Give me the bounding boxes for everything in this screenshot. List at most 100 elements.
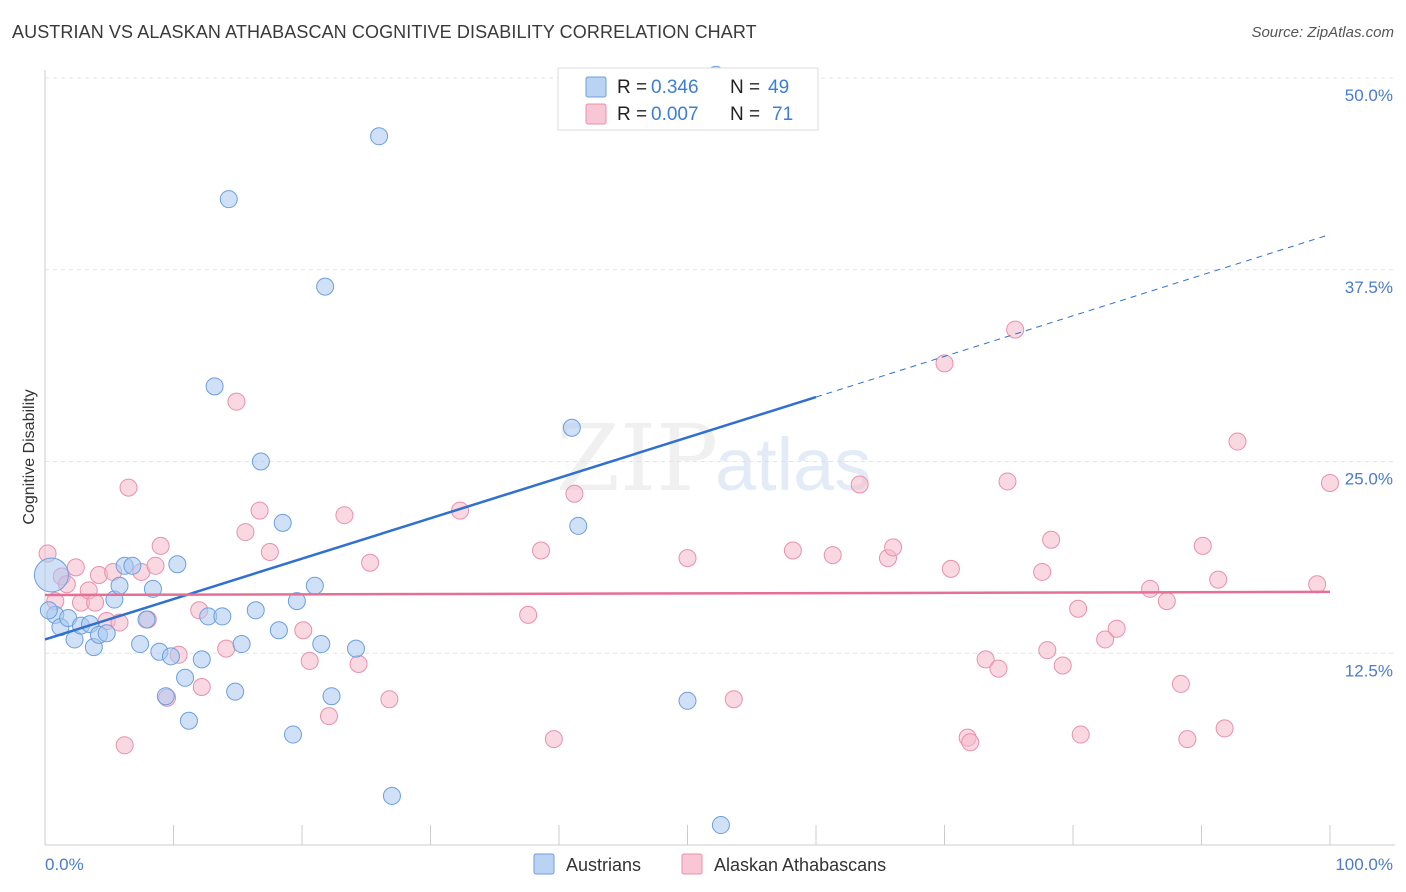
alaskan-athabascans-point — [565, 484, 584, 503]
alaskan-athabascans-point — [976, 650, 995, 669]
austrians-point — [316, 277, 335, 296]
legend-r-label-alaskan: R = — [617, 104, 647, 125]
legend-swatch-austrians — [585, 76, 607, 98]
alaskan-athabascans-point — [1006, 320, 1025, 339]
alaskan-athabascans-point — [361, 553, 380, 572]
alaskan-athabascans-point — [1308, 575, 1327, 594]
austrians-point — [156, 687, 175, 706]
alaskan-athabascans-point — [532, 541, 551, 560]
alaskan-athabascans-point — [724, 690, 743, 709]
alaskan-athabascans-point — [1042, 530, 1061, 549]
alaskan-athabascans-point — [380, 690, 399, 709]
chart-title: AUSTRIAN VS ALASKAN ATHABASCAN COGNITIVE… — [12, 22, 757, 42]
alaskan-athabascans-point — [1178, 730, 1197, 749]
austrians-point — [232, 635, 251, 654]
legend-r-value-alaskan: 0.007 — [651, 104, 699, 125]
alaskan-athabascans-point — [300, 651, 319, 670]
y-axis-tick-labels: 12.5% 25.0% 37.5% 50.0% — [1345, 86, 1393, 680]
alaskan-athabascans-point — [119, 478, 138, 497]
alaskan-athabascans-point — [1321, 473, 1339, 492]
alaskan-athabascans-point — [941, 559, 960, 578]
alaskan-athabascans-point — [544, 730, 563, 749]
alaskan-athabascans-point — [823, 546, 842, 565]
x-axis-ticks — [44, 825, 1331, 845]
austrians-point — [284, 725, 303, 744]
austrians-point — [213, 607, 232, 626]
austrians-point — [97, 624, 116, 643]
legend-n-value-alaskan: 71 — [772, 104, 793, 125]
alaskan-athabascans-point — [1107, 619, 1126, 638]
legend-bottom-label-alaskan: Alaskan Athabascans — [714, 855, 886, 875]
alaskan-athabascans-point — [146, 556, 165, 575]
austrians-point — [131, 635, 150, 654]
alaskan-athabascans-point — [1071, 725, 1090, 744]
legend-n-label-austrians: N = — [730, 77, 760, 98]
alaskan-athabascans-point — [1228, 432, 1247, 451]
austrians-point — [161, 647, 180, 666]
y-axis-title: Cognitive Disability — [21, 389, 38, 524]
alaskan-athabascans-trend-line — [44, 590, 1331, 597]
alaskan-athabascans-point — [1215, 719, 1234, 738]
legend-bottom-swatch-austrians — [533, 853, 555, 875]
watermark: ZIP atlas — [556, 405, 871, 512]
austrians-point — [251, 452, 270, 471]
alaskan-athabascans-point — [989, 659, 1008, 678]
austrians-point — [287, 592, 306, 611]
austrians-point — [273, 513, 292, 532]
austrians-point — [370, 127, 389, 146]
legend-n-value-austrians: 49 — [768, 77, 789, 98]
legend-bottom: Austrians Alaskan Athabascans — [533, 853, 886, 875]
austrians-point — [176, 668, 195, 687]
austrians-point — [678, 691, 697, 710]
alaskan-athabascans-point — [227, 392, 246, 411]
source-label: Source: ZipAtlas.com — [1251, 24, 1394, 41]
alaskan-athabascans-point — [678, 549, 697, 568]
alaskan-athabascans-point — [115, 736, 134, 755]
austrians-point — [269, 621, 288, 640]
alaskan-athabascans-point — [850, 475, 869, 494]
alaskan-athabascans-point — [217, 639, 236, 658]
austrians-point — [312, 635, 331, 654]
alaskan-athabascans-point — [1141, 579, 1160, 598]
legend-r-value-austrians: 0.346 — [651, 77, 699, 98]
austrians-point — [305, 576, 324, 595]
austrians-point — [143, 579, 162, 598]
legend-bottom-label-austrians: Austrians — [566, 855, 641, 875]
austrians-point — [179, 711, 198, 730]
alaskan-athabascans-point — [1053, 656, 1072, 675]
austrians-point — [123, 556, 142, 575]
grid-lines — [45, 77, 1395, 654]
x-tick-label-min: 0.0% — [45, 855, 84, 874]
austrians-point — [346, 639, 365, 658]
austrians-trend-line — [44, 395, 817, 641]
austrians-point — [562, 418, 581, 437]
alaskan-athabascans-point — [86, 593, 105, 612]
austrians-point — [382, 786, 401, 805]
alaskan-athabascans-point — [192, 677, 211, 696]
alaskan-athabascans-point — [250, 501, 269, 520]
alaskan-athabascans-point — [1069, 599, 1088, 618]
austrians-point — [219, 190, 238, 209]
alaskan-athabascans-point — [783, 541, 802, 560]
alaskan-athabascans-point — [1038, 641, 1057, 660]
alaskan-athabascans-point — [1096, 630, 1115, 649]
legend-bottom-swatch-alaskan-athabascans — [681, 853, 703, 875]
austrians-point — [137, 610, 156, 629]
y-tick-label: 50.0% — [1345, 86, 1393, 105]
austrians-point — [322, 687, 341, 706]
austrians-point — [33, 557, 69, 593]
y-tick-label: 12.5% — [1345, 661, 1393, 680]
alaskan-athabascans-point — [151, 536, 170, 555]
austrians-point — [192, 650, 211, 669]
y-tick-label: 25.0% — [1345, 470, 1393, 489]
alaskan-athabascans-point — [961, 733, 980, 752]
y-tick-label: 37.5% — [1345, 278, 1393, 297]
legend-swatch-alaskan-athabascans — [585, 103, 607, 125]
austrians-point — [39, 601, 58, 620]
austrians-point — [205, 377, 224, 396]
watermark-atlas: atlas — [715, 423, 871, 506]
alaskan-athabascans-point — [1157, 592, 1176, 611]
trend-lines — [44, 233, 1331, 641]
alaskan-athabascans-point — [1171, 674, 1190, 693]
